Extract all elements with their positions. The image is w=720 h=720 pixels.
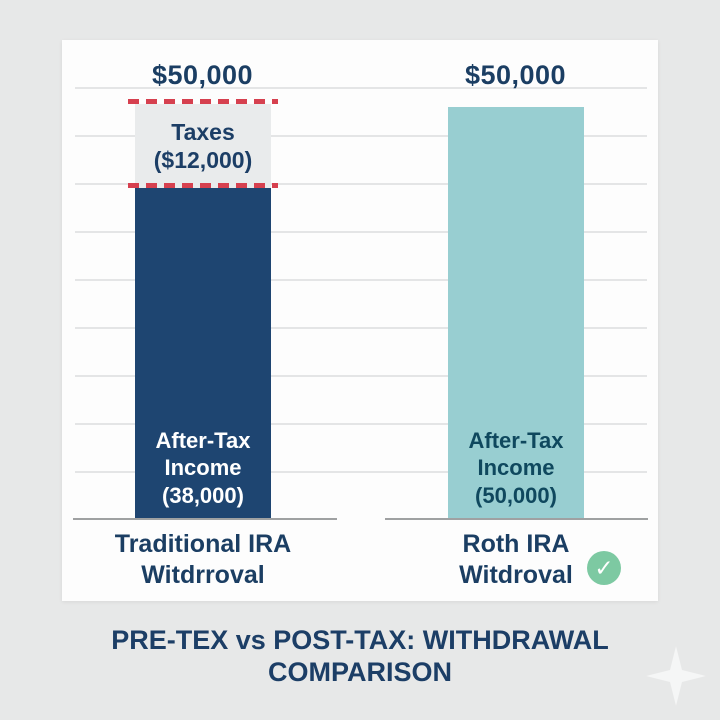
bar-roth-after-tax: After-Tax Income (50,000) bbox=[448, 107, 584, 518]
total-label-traditional: $50,000 bbox=[151, 60, 254, 90]
category-label-roth: Roth IRA Witdroval bbox=[398, 529, 634, 591]
bar-label-line3: (38,000) bbox=[162, 482, 244, 508]
taxes-label-line2: ($12,000) bbox=[153, 147, 253, 173]
x-axis-baseline-left bbox=[73, 518, 337, 520]
gridline bbox=[75, 87, 647, 89]
gridline bbox=[75, 135, 647, 137]
bar-traditional-after-tax: After-Tax Income (38,000) bbox=[135, 188, 271, 518]
bar-label-line3: (50,000) bbox=[475, 482, 557, 508]
total-label-roth: $50,000 bbox=[464, 60, 567, 90]
category-line1: Roth IRA bbox=[462, 530, 570, 558]
red-dashed-line-top bbox=[128, 99, 278, 104]
taxes-label-line1: Taxes bbox=[171, 118, 235, 145]
red-dashed-line-bottom bbox=[128, 183, 278, 188]
gridline bbox=[75, 423, 647, 425]
x-axis-baseline-right bbox=[385, 518, 648, 520]
chart-title-line2: COMPARISON bbox=[267, 657, 452, 688]
chart-title: PRE-TEX vs POST-TAX: WITHDRAWAL COMPARIS… bbox=[0, 624, 720, 689]
gridline bbox=[75, 231, 647, 233]
gridline bbox=[75, 279, 647, 281]
bar-label-line1: After-Tax bbox=[155, 427, 251, 453]
category-label-traditional: Traditional IRA Witdrroval bbox=[85, 529, 321, 591]
gridline bbox=[75, 183, 647, 185]
gridline bbox=[75, 327, 647, 329]
category-line1: Traditional IRA bbox=[114, 530, 292, 558]
chart-title-line1: PRE-TEX vs POST-TAX: WITHDRAWAL bbox=[111, 625, 609, 655]
gridline bbox=[75, 471, 647, 473]
bar-label-line2: Income bbox=[164, 455, 242, 480]
check-circle-icon: ✓ bbox=[587, 551, 621, 585]
taxes-segment: Taxes ($12,000) bbox=[135, 104, 271, 188]
bar-label-line2: Income bbox=[477, 455, 555, 480]
bar-label-line1: After-Tax bbox=[468, 427, 564, 453]
category-line2: Witdrroval bbox=[141, 561, 265, 589]
category-line2: Witdroval bbox=[459, 561, 573, 589]
gridline bbox=[75, 375, 647, 377]
chart-card: $50,000 $50,000 Taxes ($12,000) After-Ta… bbox=[62, 40, 658, 601]
